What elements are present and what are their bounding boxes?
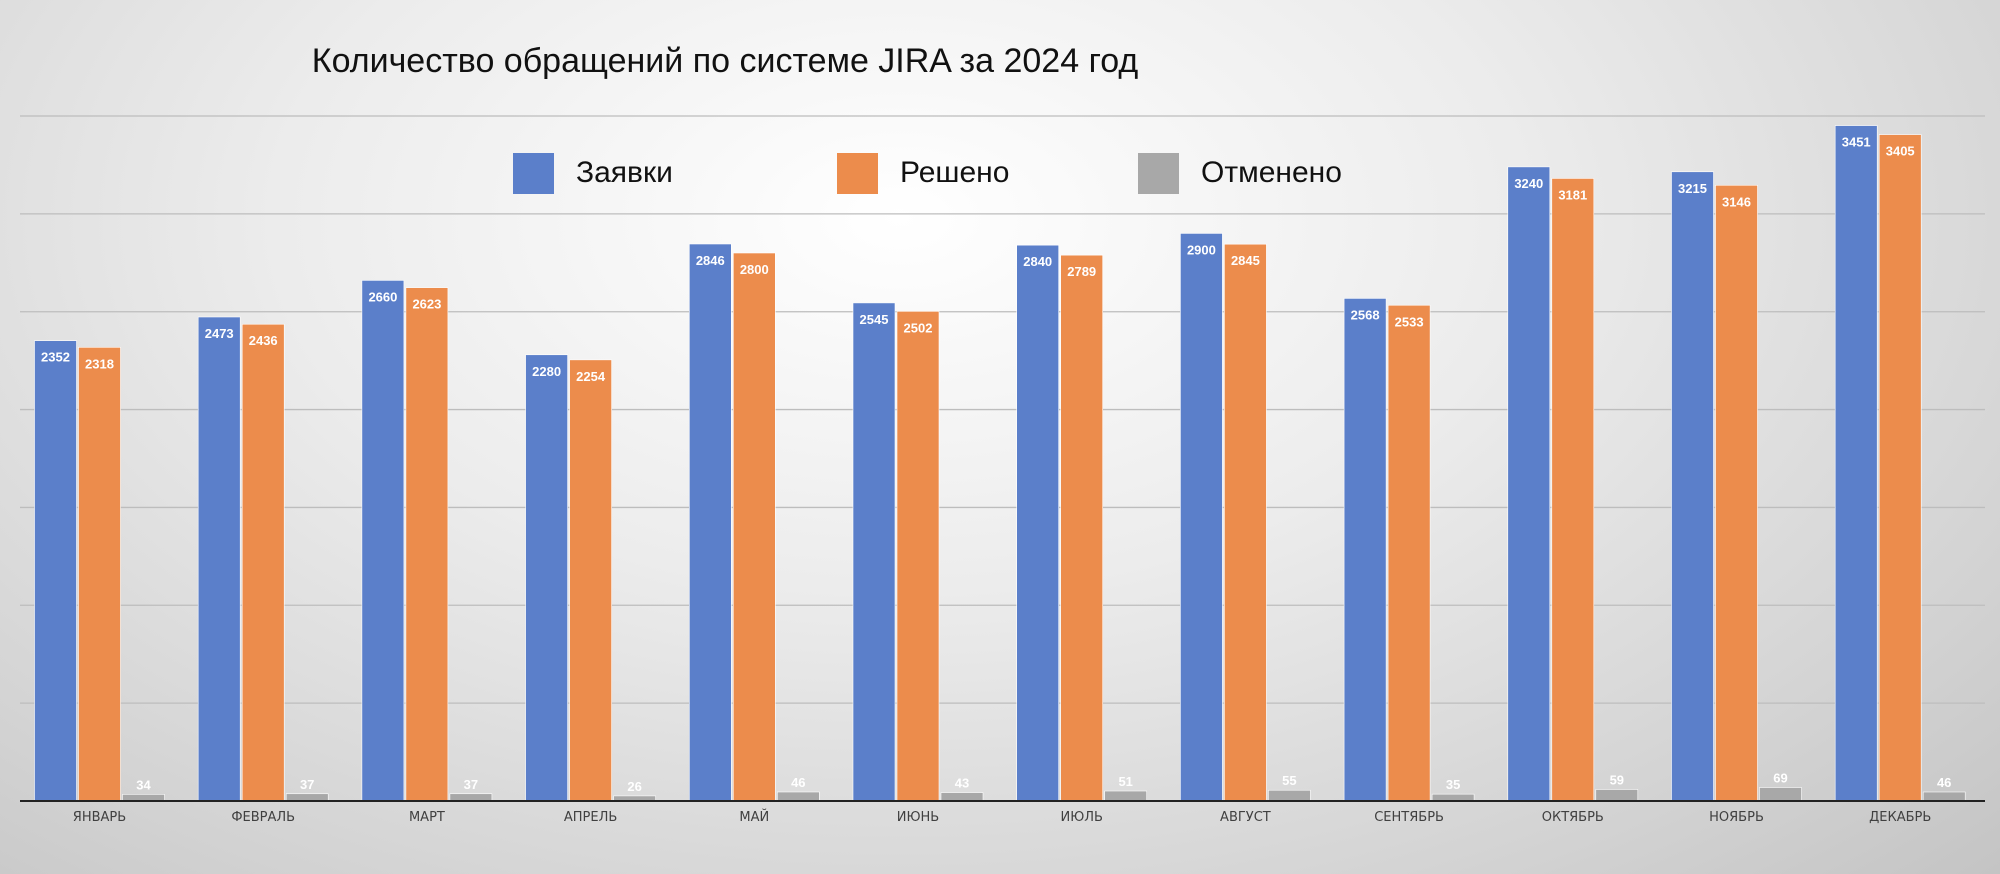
data-label: 3451 [1842, 135, 1871, 150]
legend-item-requests: Заявки [513, 152, 673, 194]
bar-1-8 [1387, 304, 1431, 802]
data-label: 2845 [1231, 253, 1260, 268]
data-label: 2846 [696, 253, 725, 268]
data-label: 55 [1282, 773, 1296, 788]
legend-swatch-cancelled [1138, 152, 1179, 194]
bar-1-4 [732, 252, 776, 802]
legend-swatch-resolved [837, 152, 878, 194]
legend-item-cancelled: Отменено [1138, 152, 1342, 194]
x-tick-label: МАЙ [739, 809, 769, 825]
data-label: 2254 [576, 369, 606, 384]
data-label: 46 [791, 775, 805, 790]
x-tick-label: ДЕКАБРЬ [1869, 810, 1931, 825]
data-label: 3215 [1678, 181, 1707, 196]
data-label: 3240 [1514, 176, 1543, 191]
bar-2-2 [449, 793, 493, 802]
bar-1-1 [241, 323, 285, 802]
bar-2-5 [940, 792, 984, 802]
data-label: 3405 [1886, 144, 1915, 159]
data-label: 59 [1610, 772, 1624, 787]
data-label: 2352 [41, 350, 70, 365]
data-label: 34 [136, 777, 151, 792]
data-label: 3146 [1722, 194, 1751, 209]
x-tick-label: ИЮЛЬ [1060, 810, 1102, 825]
data-label: 2900 [1187, 242, 1216, 257]
data-label: 2789 [1067, 264, 1096, 279]
x-tick-label: МАРТ [409, 810, 445, 825]
x-tick-label: ЯНВАРЬ [73, 810, 126, 825]
data-label: 2533 [1395, 314, 1424, 329]
bar-1-0 [78, 347, 121, 802]
bar-0-9 [1507, 166, 1551, 802]
data-label: 2840 [1023, 254, 1052, 269]
data-label: 2473 [205, 326, 234, 341]
x-tick-label: ОКТЯБРЬ [1542, 810, 1604, 825]
data-label: 37 [464, 777, 478, 792]
bar-1-9 [1551, 178, 1595, 802]
bar-1-6 [1060, 254, 1103, 802]
data-label: 2318 [85, 356, 114, 371]
legend-swatch-requests [513, 152, 554, 194]
legend-label-requests: Заявки [576, 156, 673, 189]
x-tick-label: НОЯБРЬ [1709, 810, 1764, 825]
x-tick-label: АПРЕЛЬ [564, 810, 617, 825]
bar-0-0 [34, 340, 77, 802]
bar-1-5 [896, 311, 940, 802]
bar-1-3 [569, 359, 612, 802]
bar-2-7 [1268, 789, 1311, 802]
chart-title: Количество обращений по системе JIRA за … [311, 42, 1139, 80]
data-label: 2800 [740, 262, 769, 277]
bar-0-11 [1834, 125, 1878, 802]
legend-item-resolved: Решено [837, 152, 1009, 194]
legend-label-resolved: Решено [900, 156, 1010, 189]
x-tick-label: АВГУСТ [1220, 810, 1271, 825]
data-label: 46 [1937, 775, 1951, 790]
data-label: 2660 [368, 289, 397, 304]
data-label: 2545 [860, 312, 889, 327]
x-tick-label: ФЕВРАЛЬ [231, 810, 295, 825]
bar-2-10 [1759, 787, 1802, 802]
data-label: 69 [1773, 770, 1787, 785]
x-tick-label: ИЮНЬ [897, 810, 939, 825]
data-label: 26 [627, 779, 641, 794]
data-label: 51 [1118, 774, 1132, 789]
bar-0-3 [525, 354, 568, 802]
data-label: 2502 [904, 320, 933, 335]
bar-2-9 [1595, 789, 1639, 802]
bar-2-6 [1104, 790, 1147, 802]
legend-label-cancelled: Отменено [1201, 156, 1342, 189]
x-tick-label: СЕНТЯБРЬ [1374, 810, 1444, 825]
bar-0-5 [852, 302, 896, 802]
bar-2-4 [776, 791, 820, 802]
data-label: 2436 [249, 333, 278, 348]
bar-0-6 [1016, 244, 1060, 802]
bar-1-2 [405, 287, 449, 802]
data-label: 35 [1446, 777, 1460, 792]
bar-0-7 [1180, 233, 1223, 802]
data-label: 43 [955, 776, 969, 791]
bar-2-11 [1922, 791, 1966, 802]
bar-0-8 [1343, 298, 1387, 802]
data-label: 2623 [412, 297, 441, 312]
data-label: 37 [300, 777, 314, 792]
bar-0-1 [197, 316, 241, 802]
bar-2-8 [1431, 793, 1475, 802]
data-label: 3181 [1558, 187, 1587, 202]
bar-1-7 [1224, 243, 1267, 802]
bar-1-11 [1878, 134, 1922, 802]
bar-2-1 [285, 793, 329, 802]
bar-0-10 [1671, 171, 1714, 802]
bar-1-10 [1715, 184, 1758, 802]
bar-0-2 [361, 280, 405, 802]
data-label: 2280 [532, 364, 561, 379]
data-label: 2568 [1351, 307, 1380, 322]
bar-0-4 [688, 243, 732, 802]
